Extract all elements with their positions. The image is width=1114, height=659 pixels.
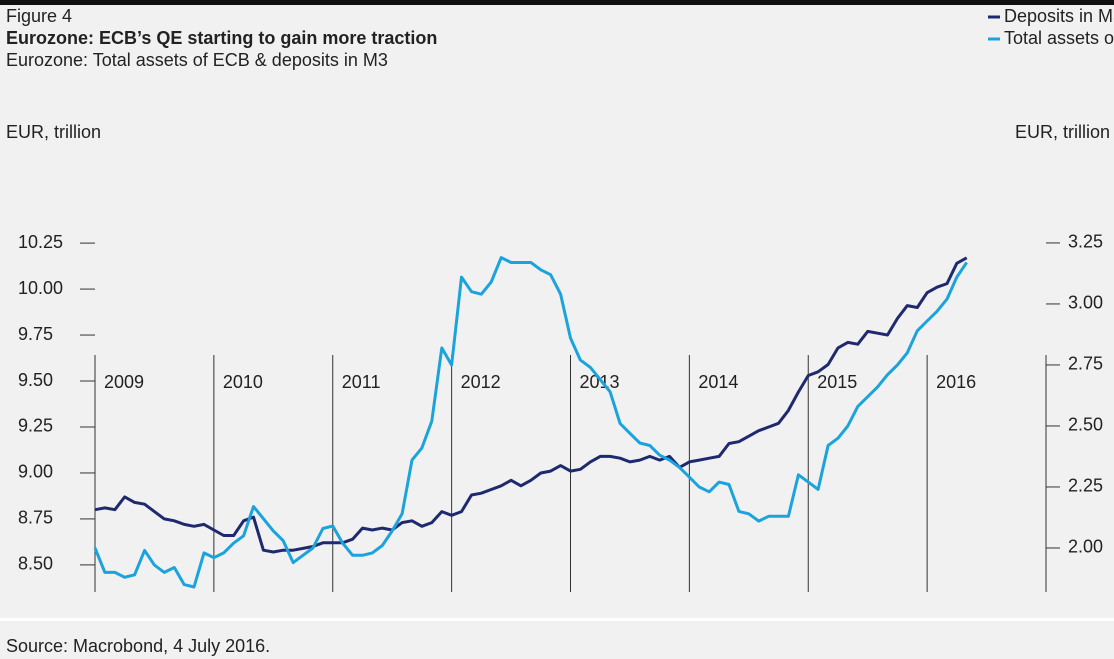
x-tick-label: 2010 bbox=[223, 372, 263, 392]
legend-label: Total assets of ECB (RHS) bbox=[1004, 28, 1114, 48]
y-tick-label: 9.00 bbox=[18, 462, 53, 482]
y2-tick-label: 3.25 bbox=[1068, 232, 1103, 252]
x-tick-label: 2013 bbox=[580, 372, 620, 392]
y-tick-label: 10.25 bbox=[18, 232, 63, 252]
y-tick-label: 10.00 bbox=[18, 278, 63, 298]
series-line bbox=[93, 256, 968, 589]
y2-tick-label: 2.50 bbox=[1068, 415, 1103, 435]
y2-tick-label: 2.25 bbox=[1068, 476, 1103, 496]
source: Source: Macrobond, 4 July 2016. bbox=[6, 636, 270, 656]
x-tick-label: 2011 bbox=[342, 372, 381, 392]
y2-tick-label: 3.00 bbox=[1068, 293, 1103, 313]
y-tick-label: 8.50 bbox=[18, 554, 53, 574]
y-tick-label: 9.25 bbox=[18, 416, 53, 436]
separator bbox=[0, 618, 1114, 621]
x-tick-label: 2012 bbox=[461, 372, 501, 392]
x-tick-label: 2009 bbox=[104, 372, 144, 392]
y2-axis-label: EUR, trillion bbox=[1015, 122, 1110, 142]
chart-title: Eurozone: ECB’s QE starting to gain more… bbox=[6, 28, 437, 48]
y-tick-label: 9.75 bbox=[18, 324, 53, 344]
figure-label: Figure 4 bbox=[6, 6, 72, 26]
y2-tick-label: 2.00 bbox=[1068, 537, 1103, 557]
y-tick-label: 8.75 bbox=[18, 508, 53, 528]
y-axis-label: EUR, trillion bbox=[6, 122, 101, 142]
y2-tick-label: 2.75 bbox=[1068, 354, 1103, 374]
series-line bbox=[94, 256, 968, 554]
legend-label: Deposits in M3 (LHS) bbox=[1004, 6, 1114, 26]
x-tick-label: 2014 bbox=[698, 372, 738, 392]
top-rule bbox=[0, 0, 1114, 5]
y-tick-label: 9.50 bbox=[18, 370, 53, 390]
chart-subtitle: Eurozone: Total assets of ECB & deposits… bbox=[6, 50, 388, 70]
x-tick-label: 2016 bbox=[936, 372, 976, 392]
x-tick-label: 2015 bbox=[817, 372, 857, 392]
